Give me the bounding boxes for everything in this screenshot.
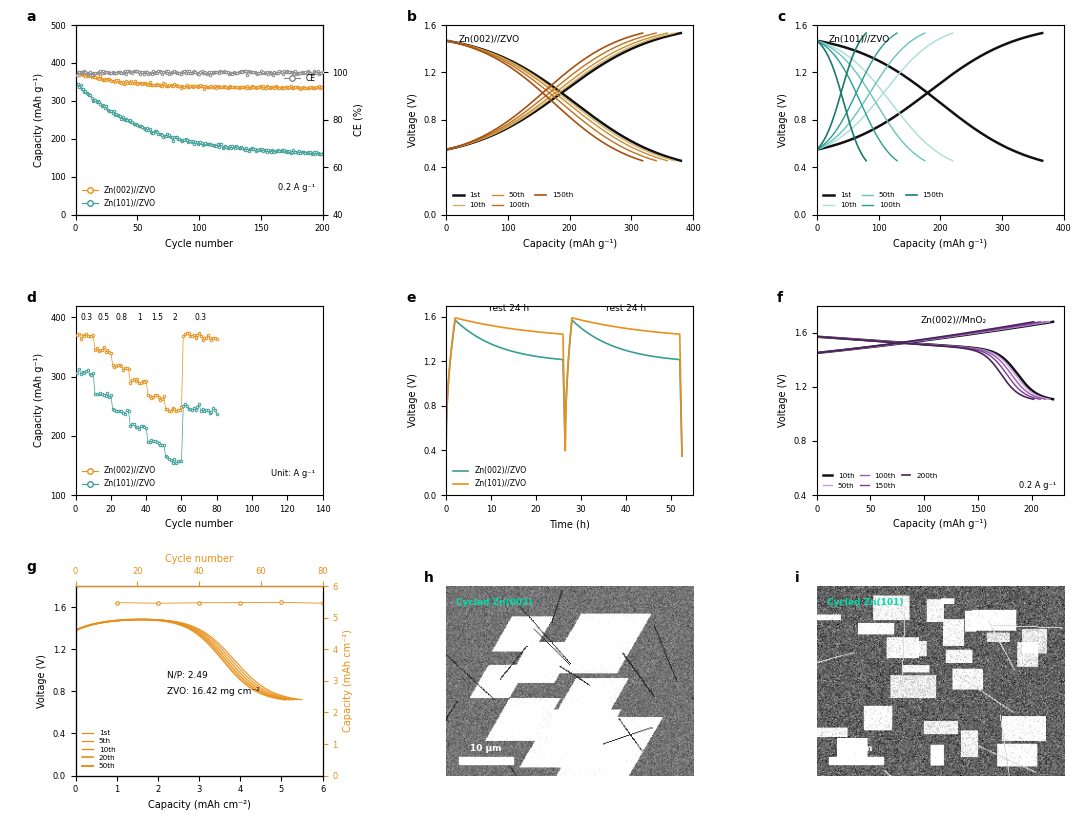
Text: 0.2 A g⁻¹: 0.2 A g⁻¹ (278, 183, 315, 192)
Text: Zn(002)//ZVO: Zn(002)//ZVO (459, 35, 519, 44)
Zn(002)//ZVO (617, 344, 630, 354)
Zn(002)//ZVO (440, 440, 453, 450)
Zn(101)//ZVO (571, 314, 584, 324)
X-axis label: Capacity (mAh g⁻¹): Capacity (mAh g⁻¹) (523, 239, 617, 249)
Bar (459, 756, 513, 764)
Text: Unit: A g⁻¹: Unit: A g⁻¹ (271, 470, 315, 478)
Y-axis label: Voltage (V): Voltage (V) (779, 374, 788, 427)
Text: 0.3: 0.3 (194, 313, 207, 322)
Zn(002)//ZVO (511, 348, 524, 358)
Text: 10 μm: 10 μm (840, 744, 872, 753)
Text: rest 24 h: rest 24 h (606, 304, 646, 313)
Y-axis label: Voltage (V): Voltage (V) (407, 374, 418, 427)
Y-axis label: Capacity (mAh cm⁻²): Capacity (mAh cm⁻²) (343, 630, 353, 732)
Zn(101)//ZVO (455, 314, 468, 324)
Legend: 1st, 10th, 50th, 100th, 150th: 1st, 10th, 50th, 100th, 150th (449, 189, 576, 211)
Text: Zn(101)//ZVO: Zn(101)//ZVO (829, 35, 890, 44)
Text: N/P: 2.49: N/P: 2.49 (167, 670, 207, 679)
Zn(002)//ZVO (447, 328, 460, 338)
Zn(101)//ZVO (617, 323, 630, 333)
X-axis label: Cycle number: Cycle number (165, 554, 233, 564)
Y-axis label: Voltage (V): Voltage (V) (407, 93, 418, 147)
Zn(101)//ZVO (579, 316, 592, 326)
Text: Cycled Zn(101): Cycled Zn(101) (826, 598, 903, 607)
Text: Zn(002)//MnO₂: Zn(002)//MnO₂ (920, 315, 987, 324)
Zn(101)//ZVO (440, 440, 453, 450)
Y-axis label: Voltage (V): Voltage (V) (37, 654, 48, 708)
X-axis label: Cycle number: Cycle number (165, 520, 233, 530)
Legend: Zn(002)//ZVO, Zn(101)//ZVO: Zn(002)//ZVO, Zn(101)//ZVO (450, 464, 529, 491)
X-axis label: Capacity (mAh g⁻¹): Capacity (mAh g⁻¹) (893, 520, 987, 530)
Text: 10 μm: 10 μm (470, 744, 501, 753)
Text: 0.3: 0.3 (80, 313, 92, 322)
X-axis label: Capacity (mAh g⁻¹): Capacity (mAh g⁻¹) (893, 239, 987, 249)
Text: 1.5: 1.5 (151, 313, 163, 322)
Zn(002)//ZVO (455, 320, 468, 330)
Text: a: a (26, 10, 36, 24)
Line: Zn(101)//ZVO: Zn(101)//ZVO (446, 318, 681, 456)
Zn(101)//ZVO (447, 325, 460, 335)
Text: b: b (407, 10, 417, 24)
Zn(002)//ZVO (675, 451, 688, 461)
Legend: Zn(002)//ZVO, Zn(101)//ZVO: Zn(002)//ZVO, Zn(101)//ZVO (80, 464, 159, 491)
Text: 1: 1 (137, 313, 141, 322)
Zn(002)//ZVO (448, 315, 461, 325)
Legend: 10th, 50th, 100th, 150th, 200th: 10th, 50th, 100th, 150th, 200th (821, 470, 941, 491)
Y-axis label: Capacity (mAh g⁻¹): Capacity (mAh g⁻¹) (35, 354, 44, 447)
Text: 0.8: 0.8 (116, 313, 127, 322)
Bar (829, 756, 883, 764)
Text: ZVO: 16.42 mg cm⁻²: ZVO: 16.42 mg cm⁻² (167, 687, 260, 696)
X-axis label: Capacity (mAh cm⁻²): Capacity (mAh cm⁻²) (148, 800, 251, 810)
Legend: CE: CE (281, 71, 319, 86)
Text: e: e (407, 291, 416, 304)
Y-axis label: Capacity (mAh g⁻¹): Capacity (mAh g⁻¹) (35, 73, 44, 167)
Y-axis label: Voltage (V): Voltage (V) (779, 93, 788, 147)
X-axis label: Time (h): Time (h) (550, 520, 590, 530)
X-axis label: Cycle number: Cycle number (165, 239, 233, 249)
Legend: 1st, 5th, 10th, 20th, 50th: 1st, 5th, 10th, 20th, 50th (79, 727, 118, 772)
Legend: 1st, 10th, 50th, 100th, 150th: 1st, 10th, 50th, 100th, 150th (821, 189, 947, 211)
Zn(101)//ZVO (511, 324, 524, 334)
Y-axis label: CE (%): CE (%) (353, 103, 364, 136)
Text: h: h (424, 571, 434, 585)
Text: i: i (795, 571, 799, 585)
Text: 2: 2 (172, 313, 177, 322)
Text: c: c (778, 10, 785, 24)
Zn(002)//ZVO (579, 326, 592, 336)
Text: Cycled Zn(002): Cycled Zn(002) (456, 598, 532, 607)
Text: 0.5: 0.5 (98, 313, 110, 322)
Zn(101)//ZVO (448, 313, 461, 323)
Zn(101)//ZVO (675, 451, 688, 461)
Legend: Zn(002)//ZVO, Zn(101)//ZVO: Zn(002)//ZVO, Zn(101)//ZVO (80, 183, 159, 211)
Zn(002)//ZVO (571, 320, 584, 330)
Text: g: g (26, 560, 36, 574)
Text: rest 24 h: rest 24 h (489, 304, 529, 313)
Text: 0.2 A g⁻¹: 0.2 A g⁻¹ (1020, 480, 1056, 490)
Line: Zn(002)//ZVO: Zn(002)//ZVO (446, 320, 681, 456)
Text: d: d (26, 291, 36, 304)
Text: f: f (778, 291, 783, 304)
